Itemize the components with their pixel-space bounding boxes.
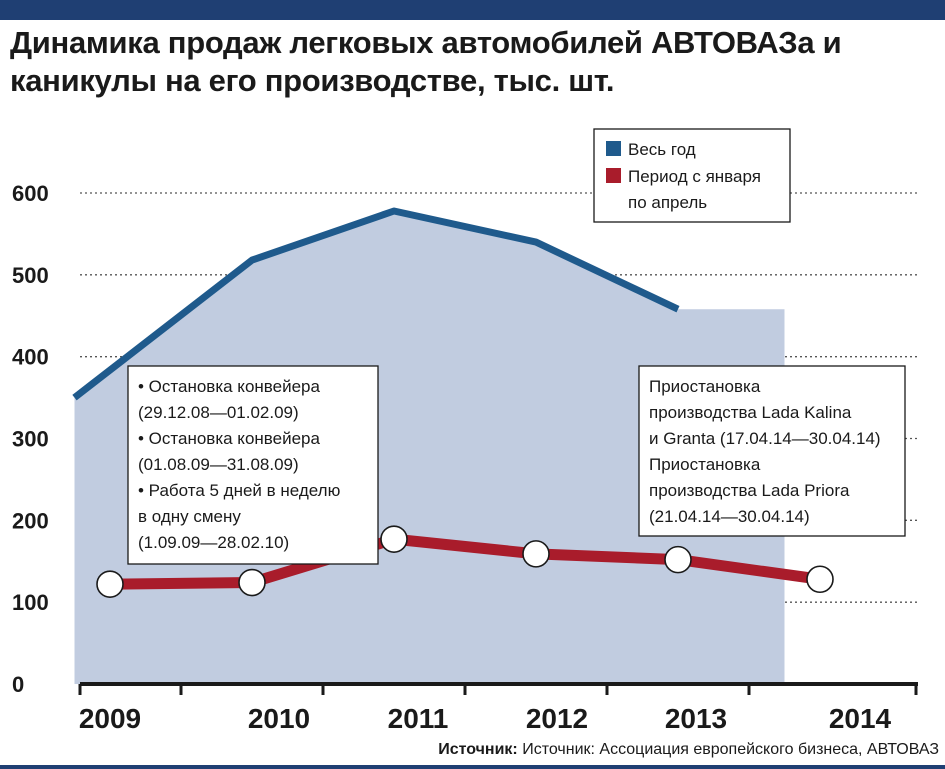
jan-apr-point-2014 [806,565,834,594]
jan-apr-point-2010 [238,568,266,597]
annotation-right-line: Приостановка [649,455,761,474]
chart-title: Динамика продаж легковых автомобилей АВТ… [10,25,842,98]
jan-apr-point-2009 [96,570,124,598]
legend: Весь год Период с января по апрель [593,128,791,223]
x-tick-2009: 2009 [79,703,141,734]
jan-apr-points [96,525,834,598]
jan-apr-point-2013 [664,545,692,574]
annotation-left-line: (1.09.09—28.02.10) [138,533,289,552]
annotation-right-line: и Granta (17.04.14—30.04.14) [649,429,881,448]
annotation-box-right: Приостановка производства Lada Kalina и Gr… [638,365,906,537]
legend-swatch-jan-apr [606,168,621,183]
y-tick-600: 600 [12,181,49,206]
source-note: Источник: Источник: Ассоциация европейск… [438,741,939,759]
annotation-box-left: • Остановка конвейера (29.12.08—01.02.09)… [127,365,379,565]
x-axis [78,682,918,695]
annotation-left-line: • Остановка конвейера [138,377,320,396]
legend-frame [593,128,791,223]
x-tick-2012: 2012 [526,703,588,734]
x-tick-2014: 2014 [829,703,892,734]
full-year-area [74,211,785,684]
footer-bar [0,765,945,769]
x-tick-2013: 2013 [665,703,727,734]
legend-label-jan-apr: по апрель [628,193,707,212]
annotation-left-line: в одну смену [138,507,241,526]
jan-apr-point-2011 [380,525,408,553]
y-tick-0: 0 [12,672,24,697]
jan-apr-point-2012 [522,540,550,568]
y-tick-300: 300 [12,427,49,452]
source-text: Источник: Ассоциация европейского бизнес… [522,741,939,758]
legend-label-jan-apr: Период с января [628,167,761,186]
annotation-left-line: • Работа 5 дней в неделю [138,481,341,500]
chart: 0 100 200 300 400 500 600 2009 2010 2011 2012 2013… [12,128,918,734]
jan-apr-line [109,533,821,590]
legend-label-full-year: Весь год [628,140,696,159]
annotation-right-line: производства Lada Kalina [649,403,852,422]
source-label: Источник: [438,741,518,758]
annotation-right-line: производства Lada Priora [649,481,850,500]
y-tick-400: 400 [12,345,49,370]
x-tick-2011: 2011 [388,703,449,734]
legend-swatch-full-year [606,141,621,156]
x-tick-2010: 2010 [248,703,310,734]
annotation-left-line: (29.12.08—01.02.09) [138,403,299,422]
y-tick-200: 200 [12,508,49,533]
y-tick-100: 100 [12,590,49,615]
annotation-left-line: • Остановка конвейера [138,429,320,448]
annotation-left-frame [127,365,379,565]
y-axis-ticks: 0 100 200 300 400 500 600 [12,181,49,697]
annotation-right-line: Приостановка [649,377,761,396]
x-axis-ticks: 2009 2010 2011 2012 2013 2014 [79,703,892,734]
header-bar [0,0,945,20]
full-year-line [72,207,680,401]
y-tick-500: 500 [12,263,49,288]
annotation-left-line: (01.08.09—31.08.09) [138,455,299,474]
annotation-right-frame [638,365,906,537]
annotation-right-line: (21.04.14—30.04.14) [649,507,810,526]
